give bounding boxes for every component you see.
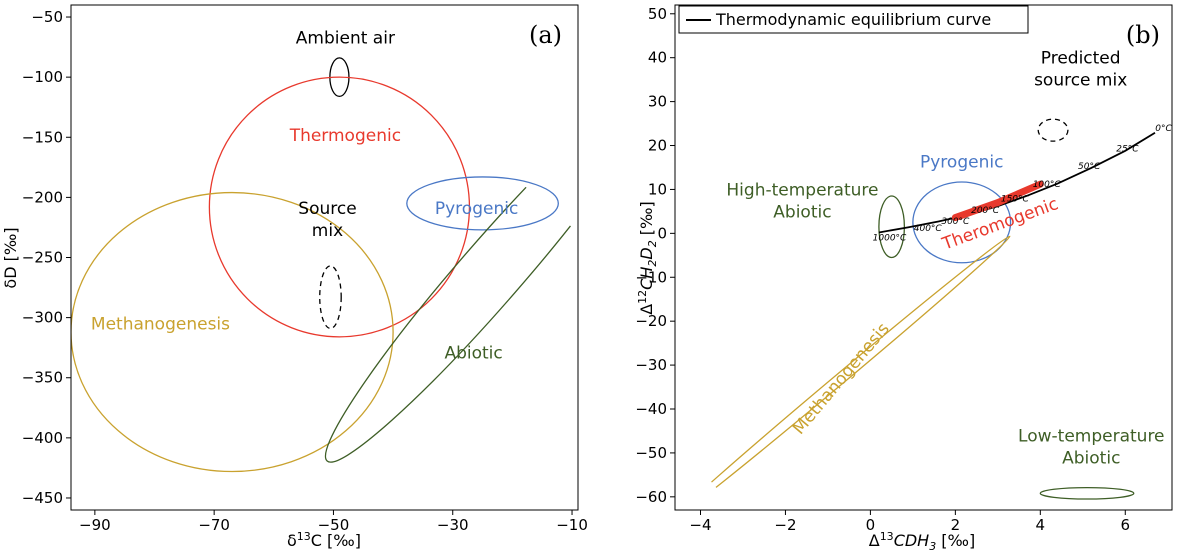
chart-b-y-tick-label: 20: [648, 137, 667, 155]
chart-a-region-label: mix: [312, 221, 343, 241]
chart-a-x-ticks: −90 −70 −50 −30 −10: [79, 510, 588, 534]
chart-b-y-tick-label: −40: [635, 400, 667, 418]
temperature-label: 1000°C: [873, 233, 907, 243]
chart-a-region-label: Pyrogenic: [435, 199, 518, 219]
chart-b-y-tick-label: −20: [635, 312, 667, 330]
temperature-label: 0°C: [1155, 124, 1172, 134]
chart-b-x-ticks: −4 −2 0 2 4 6: [689, 510, 1130, 534]
chart-b-y-tick-label: 40: [648, 49, 667, 67]
chart-b-legend: Thermodynamic equilibrium curve: [678, 5, 1029, 34]
chart-a-x-tick-label: −70: [198, 516, 230, 534]
chart-a-y-ticks: −50 −100 −150 −200 −250 −300 −350 −400 −450: [22, 8, 71, 507]
chart-b-x-tick-label: −2: [774, 516, 796, 534]
chart-a-x-tick-label: −30: [437, 516, 469, 534]
chart-b-frame: [674, 4, 1173, 511]
chart-b-region-ellipse: [912, 181, 1012, 264]
chart-a-y-tick-label: −350: [22, 369, 63, 387]
chart-b-region-label: High-temperature: [726, 180, 878, 200]
chart-a-y-tick-label: −100: [22, 68, 63, 86]
chart-a-panel-label: (a): [529, 21, 562, 49]
chart-a-regions: Ambient air Thermogenic Pyrogenic Methanoge…: [71, 28, 659, 473]
chart-b-y-tick-label: −10: [635, 268, 667, 286]
chart-b-region-label: Pyrogenic: [920, 152, 1003, 172]
chart-a-x-tick-label: −50: [318, 516, 350, 534]
chart-panel-a: Ambient air Thermogenic Pyrogenic Methanoge…: [1, 4, 659, 550]
chart-b-x-tick-label: 4: [1036, 516, 1046, 534]
chart-b-y-tick-label: −50: [635, 444, 667, 462]
chart-b-region-label: Predicted: [1041, 49, 1121, 69]
chart-a-y-tick-label: −200: [22, 188, 63, 206]
chart-a-y-axis-label: δD [‰]: [1, 227, 20, 288]
chart-b-x-tick-label: 6: [1121, 516, 1131, 534]
chart-b-y-tick-label: 50: [648, 5, 667, 23]
temperature-label: 150°C: [1001, 195, 1030, 205]
chart-a-y-tick-label: −300: [22, 309, 63, 327]
chart-b-x-tick-label: 2: [951, 516, 961, 534]
chart-b-y-tick-label: −60: [635, 488, 667, 506]
temperature-label: 400°C: [914, 224, 943, 234]
chart-a-y-tick-label: −400: [22, 429, 63, 447]
chart-b-region-label: Methanogenesis: [789, 319, 894, 439]
chart-a-region-label: Abiotic: [444, 343, 502, 363]
thermogenic-band: [951, 180, 1044, 222]
chart-a-region-label: Thermogenic: [289, 126, 401, 146]
chart-a-y-tick-label: −450: [22, 489, 63, 507]
chart-b-y-tick-label: 0: [657, 224, 667, 242]
chart-b-x-tick-label: 0: [866, 516, 876, 534]
chart-b-x-axis-label: Δ13CDH3 [‰]: [869, 530, 976, 551]
chart-a-region-ellipse: [71, 191, 394, 473]
chart-b-x-tick-label: −4: [689, 516, 711, 534]
chart-a-frame: [70, 4, 579, 511]
chart-a-x-tick-label: −90: [79, 516, 111, 534]
chart-b-y-ticks: 50 40 30 20 10 0 −10 −20 −30 −40 −50 −60: [635, 5, 675, 506]
chart-b-region-label: Abiotic: [773, 202, 831, 222]
chart-a-x-axis-label: δ13C [‰]: [287, 530, 361, 550]
temperature-label: 100°C: [1033, 180, 1062, 190]
chart-a-region-label: Ambient air: [296, 28, 395, 48]
chart-a-region-ellipse: [406, 176, 559, 231]
chart-a-region-label: Source: [298, 199, 356, 219]
chart-b-region-ellipse: [1037, 118, 1069, 142]
chart-a-region-ellipse: [319, 265, 342, 330]
chart-b-region-label: Abiotic: [1062, 448, 1120, 468]
chart-b-region-label: source mix: [1034, 71, 1127, 91]
chart-a-y-tick-label: −150: [22, 128, 63, 146]
chart-b-y-axis-label: Δ12CH2D2 [‰]: [636, 201, 659, 315]
chart-a-y-tick-label: −50: [31, 8, 63, 26]
chart-b-y-tick-label: 10: [648, 180, 667, 198]
chart-a-region-label: Methanogenesis: [91, 315, 230, 335]
equilibrium-curve-line: [878, 132, 1156, 234]
chart-b-y-tick-label: 30: [648, 93, 667, 111]
temperature-label: 25°C: [1116, 145, 1139, 155]
chart-b-region-ellipse: [1039, 486, 1135, 500]
temperature-label: 200°C: [971, 206, 1000, 216]
chart-b-y-tick-label: −30: [635, 356, 667, 374]
chart-a-y-tick-label: −250: [22, 249, 63, 267]
chart-a-region-ellipse: [208, 76, 471, 338]
chart-b-region-label: Low-temperature: [1018, 426, 1164, 446]
chart-a-x-tick-label: −10: [556, 516, 588, 534]
temperature-label: 300°C: [941, 217, 970, 227]
chart-b-panel-label: (b): [1126, 21, 1160, 49]
temperature-label: 50°C: [1078, 162, 1101, 172]
chart-b-region-ellipse: [878, 195, 906, 259]
legend-label: Thermodynamic equilibrium curve: [715, 10, 991, 29]
chart-panel-b: 1000°C400°C300°C200°C150°C100°C50°C25°C0…: [635, 4, 1173, 551]
legend-box: [678, 5, 1029, 34]
